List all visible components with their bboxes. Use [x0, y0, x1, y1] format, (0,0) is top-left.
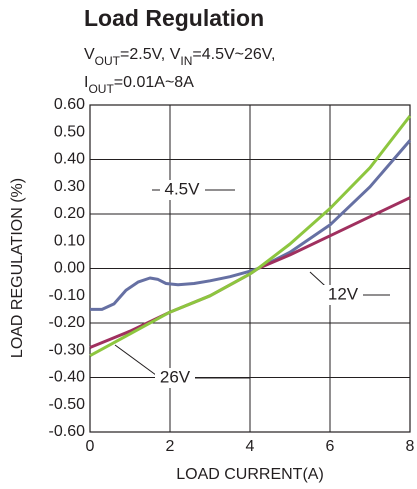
y-tick-label: 0.00: [54, 260, 85, 277]
y-tick-label: 0.60: [54, 96, 85, 113]
series-line: [90, 139, 412, 311]
x-tick-label: 6: [326, 438, 335, 455]
chart-title: Load Regulation: [84, 5, 264, 31]
series-label: 4.5V: [165, 179, 201, 198]
leader-line: [114, 344, 161, 379]
y-tick-label: 0.20: [54, 205, 85, 222]
series-label: 26V: [160, 367, 191, 386]
y-tick-label: 0.30: [54, 178, 85, 195]
y-tick-label: -0.40: [49, 369, 86, 386]
label-bg: [155, 368, 195, 388]
y-tick-label: -0.30: [49, 341, 86, 358]
label-bg: [323, 285, 363, 305]
x-tick-label: 8: [406, 438, 415, 455]
plot-area: -0.60 -0.50 -0.40 -0.30 -0.20 -0.10 0.00 0.10 0.…: [49, 96, 415, 455]
x-tick-label: 2: [166, 438, 175, 455]
x-tick-label: 0: [86, 438, 95, 455]
subtitle-part: V: [84, 46, 95, 63]
label-bg: [160, 180, 205, 200]
y-tick-label: 0.50: [54, 123, 85, 140]
x-axis-label: LOAD CURRENT(A): [176, 466, 324, 483]
annotations: 4.5V 12V 26V: [114, 179, 390, 388]
y-tick-label: -0.10: [49, 287, 86, 304]
y-axis-label: LOAD REGULATION (%): [9, 178, 26, 358]
subtitle-part: OUT: [88, 82, 114, 96]
y-tick-label: 0.10: [54, 232, 85, 249]
subtitle-part: =4.5V~26V,: [192, 46, 275, 63]
subtitle-part: OUT: [95, 54, 121, 68]
y-tick-label: -0.60: [49, 423, 86, 440]
y-tick-label: 0.40: [54, 151, 85, 168]
subtitle-part: =0.01A~8A: [114, 74, 194, 91]
series-line: [89, 114, 412, 358]
y-tick-label: -0.50: [49, 396, 86, 413]
series-label: 12V: [328, 284, 359, 303]
subtitle: IOUT=0.01A~8A: [84, 74, 194, 96]
subtitle-part: =2.5V, V: [120, 46, 181, 63]
subtitle: VOUT=2.5V, VIN=4.5V~26V,: [84, 46, 275, 68]
y-tick-label: -0.20: [49, 314, 86, 331]
subtitle-part: IN: [180, 54, 192, 68]
subtitle-part: I: [84, 74, 88, 91]
x-tick-label: 4: [246, 438, 255, 455]
